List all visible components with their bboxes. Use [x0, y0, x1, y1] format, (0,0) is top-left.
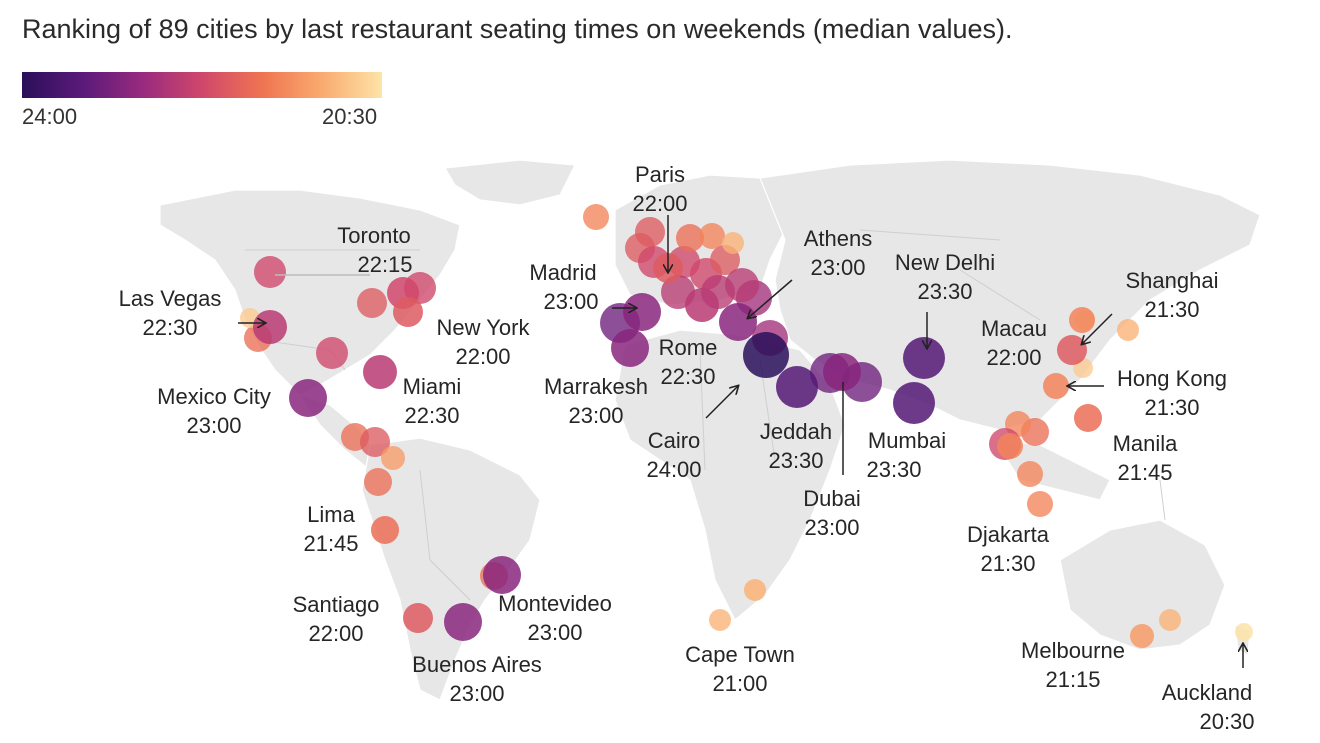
- label-miami: Miami 22:30: [403, 374, 462, 428]
- city-bubble-cairo: [743, 332, 789, 378]
- city-bubble-cape-town: [744, 579, 766, 601]
- label-toronto: Toronto 22:15: [337, 223, 412, 277]
- label-jeddah: Jeddah 23:30: [760, 419, 832, 473]
- city-bubble-melbourne: [1130, 624, 1154, 648]
- city-bubble: [635, 217, 665, 247]
- city-bubble-montevideo: [483, 556, 521, 594]
- city-bubble-djakarta: [997, 433, 1023, 459]
- asia: [759, 159, 1261, 431]
- label-montevideo: Montevideo 23:00: [498, 591, 612, 645]
- city-bubble: [254, 256, 286, 288]
- city-bubbles: [240, 204, 1253, 648]
- label-manila: Manila 21:45: [1113, 431, 1179, 485]
- south-america: [361, 437, 541, 701]
- city-labels: Paris 22:00 Athens 23:00 New Delhi 23:30 Sh…: [119, 162, 1255, 734]
- city-bubble: [381, 446, 405, 470]
- label-new-delhi: New Delhi 23:30: [895, 250, 995, 304]
- city-bubble-shanghai: [1069, 307, 1095, 333]
- label-melbourne: Melbourne 21:15: [1021, 638, 1125, 692]
- city-bubble: [583, 204, 609, 230]
- label-hong-kong: Hong Kong 21:30: [1117, 366, 1227, 420]
- city-bubble: [725, 268, 759, 302]
- legend-max-label: 20:30: [322, 104, 378, 129]
- chart-title: Ranking of 89 cities by last restaurant …: [22, 14, 1013, 44]
- north-america: [159, 189, 461, 396]
- greenland: [444, 159, 576, 206]
- city-bubble-mumbai: [893, 382, 935, 424]
- leader-lines: [238, 215, 1243, 668]
- label-santiago: Santiago 22:00: [293, 592, 380, 646]
- city-bubble-auckland: [1235, 623, 1253, 641]
- city-bubble: [699, 223, 725, 249]
- city-bubble: [722, 232, 744, 254]
- athens-leader: [748, 279, 793, 318]
- city-bubble-jeddah: [776, 366, 818, 408]
- label-mumbai: Mumbai 23:30: [866, 428, 946, 482]
- city-bubble-mexico-city: [289, 379, 327, 417]
- city-bubble-madrid: [623, 293, 661, 331]
- city-bubble: [676, 224, 704, 252]
- city-bubble-rome: [685, 288, 719, 322]
- label-macau: Macau 22:00: [981, 316, 1047, 370]
- legend-min-label: 24:00: [22, 104, 78, 129]
- label-paris: Paris 22:00: [632, 162, 687, 216]
- city-bubble: [1027, 491, 1053, 517]
- label-dubai: Dubai 23:00: [803, 486, 860, 540]
- city-bubble: [316, 337, 348, 369]
- label-las-vegas: Las Vegas 22:30: [119, 286, 222, 340]
- shanghai-leader: [1082, 313, 1113, 344]
- label-mexico-city: Mexico City 23:00: [157, 384, 271, 438]
- city-bubble-santiago: [403, 603, 433, 633]
- city-bubble-macau: [1057, 335, 1087, 365]
- city-bubble-hong-kong: [1043, 373, 1069, 399]
- city-bubble-las-vegas: [253, 310, 287, 344]
- city-bubble-buenos-aires: [444, 603, 482, 641]
- color-scale-legend: [22, 72, 382, 98]
- city-bubble-manila: [1074, 404, 1102, 432]
- city-bubble: [1017, 461, 1043, 487]
- label-rome: Rome 22:30: [659, 335, 718, 389]
- city-bubble-new-delhi: [903, 337, 945, 379]
- label-lima: Lima 21:45: [303, 502, 358, 556]
- city-bubble: [709, 609, 731, 631]
- label-cairo: Cairo 24:00: [646, 428, 701, 482]
- city-bubble-lima: [371, 516, 399, 544]
- label-cape-town: Cape Town 21:00: [685, 642, 795, 696]
- label-auckland: Auckland 20:30: [1162, 680, 1255, 734]
- city-bubble: [1117, 319, 1139, 341]
- cairo-leader: [705, 386, 738, 419]
- city-bubble-new-york: [393, 297, 423, 327]
- city-bubble-athens: [719, 303, 757, 341]
- city-bubble: [364, 468, 392, 496]
- city-bubble: [1159, 609, 1181, 631]
- city-bubble: [360, 427, 390, 457]
- city-bubble-miami: [363, 355, 397, 389]
- city-bubble-dubai: [823, 353, 861, 391]
- label-shanghai: Shanghai 21:30: [1126, 268, 1219, 322]
- label-marrakesh: Marrakesh 23:00: [544, 374, 648, 428]
- label-buenos-aires: Buenos Aires 23:00: [412, 652, 542, 706]
- label-djakarta: Djakarta 21:30: [967, 522, 1050, 576]
- label-athens: Athens 23:00: [804, 226, 873, 280]
- city-bubble-marrakesh: [611, 329, 649, 367]
- city-bubble: [357, 288, 387, 318]
- label-new-york: New York 22:00: [437, 315, 531, 369]
- label-madrid: Madrid 23:00: [529, 260, 598, 314]
- australia: [1059, 519, 1226, 651]
